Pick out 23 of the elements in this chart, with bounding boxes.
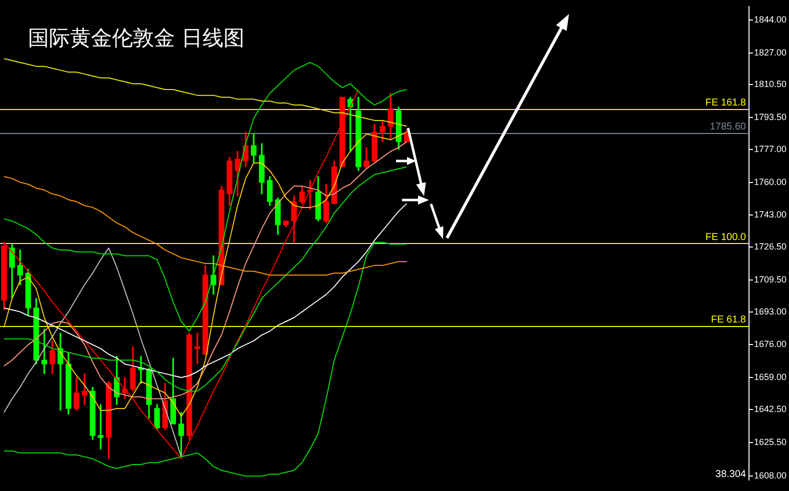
y-tick-label: 1709.50 xyxy=(754,274,787,284)
candlestick xyxy=(307,180,313,210)
y-tick-label: 1726.50 xyxy=(754,242,787,252)
y-tick-label: 1844.00 xyxy=(754,14,787,24)
y-tick-label: 1642.50 xyxy=(754,404,787,414)
y-tick-label: 1743.00 xyxy=(754,210,787,220)
y-tick-label: 1827.00 xyxy=(754,47,787,58)
text: 国际黄金伦敦金 日线图 xyxy=(28,25,245,52)
y-tick-label: 1625.50 xyxy=(754,436,787,447)
ref-line-label: FE 161.8 xyxy=(705,98,746,109)
y-tick-label: 1659.00 xyxy=(754,372,787,382)
y-tick-label: 1810.50 xyxy=(754,79,787,90)
ref-line-label: FE 61.8 xyxy=(710,314,746,326)
annotation: 38.304 xyxy=(715,468,746,480)
ref-line-label: FE 100.0 xyxy=(705,232,746,243)
y-tick-label: 1793.50 xyxy=(754,112,787,122)
y-tick-label: 1608.00 xyxy=(754,470,787,481)
candlestick xyxy=(82,373,88,405)
ref-line-label: 1785.60 xyxy=(710,122,746,133)
y-tick-label: 1693.00 xyxy=(754,306,787,316)
y-tick-label: 1777.00 xyxy=(754,144,787,154)
y-tick-label: 1760.00 xyxy=(754,176,787,187)
y-tick-label: 1676.00 xyxy=(754,339,787,350)
